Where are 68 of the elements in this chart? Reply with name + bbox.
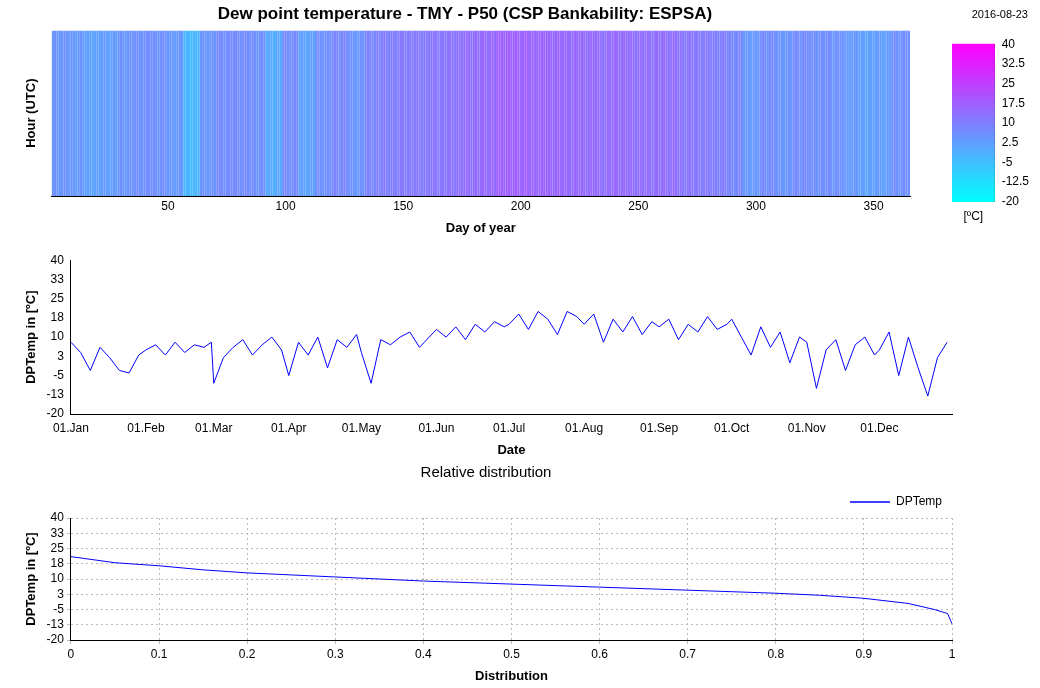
x-tick-label: 350 <box>863 198 884 213</box>
y-tick-label: -13 <box>46 387 65 402</box>
y-tick-label: 33 <box>50 271 65 286</box>
color-bar-label: -20 <box>1001 193 1020 208</box>
y-axis-title: Hour (UTC) <box>23 78 39 148</box>
y-tick-label: 18 <box>50 556 65 571</box>
color-bar-title: [ºC] <box>963 209 984 224</box>
x-tick-label: 0.7 <box>679 646 697 661</box>
y-axis-title: DPTemp in [ºC] <box>23 532 39 626</box>
color-bar-label: 10 <box>1001 115 1016 130</box>
chart-title: Relative distribution <box>420 463 552 481</box>
y-tick-label: 40 <box>50 252 65 267</box>
chart-title: Dew point temperature - TMY - P50 (CSP Bankability: ESPSA) <box>217 3 713 23</box>
y-tick-label: 3 <box>57 348 65 363</box>
x-tick-label: 0.1 <box>150 646 168 661</box>
x-tick-label: 0.8 <box>767 646 785 661</box>
y-tick-label: 25 <box>50 290 65 305</box>
x-tick-label: 150 <box>393 198 414 213</box>
x-tick-label: 01.May <box>341 420 382 435</box>
y-tick-label: 10 <box>50 571 65 586</box>
color-bar-label: 32.5 <box>1001 56 1026 71</box>
x-tick-label: 0.2 <box>238 646 256 661</box>
y-tick-label: 33 <box>50 525 65 540</box>
y-tick-label: 10 <box>50 329 65 344</box>
color-bar-label: 40 <box>1001 36 1016 51</box>
x-tick-label: 01.Aug <box>565 420 604 435</box>
x-tick-label: 0 <box>67 646 75 661</box>
y-tick-label: -5 <box>53 601 65 616</box>
y-tick-label: -20 <box>46 406 65 421</box>
x-tick-label: 01.Apr <box>271 420 307 435</box>
y-axis-title: DPTemp in [ºC] <box>23 290 39 384</box>
y-tick-label: -20 <box>46 632 65 647</box>
x-tick-label: 01.Jun <box>418 420 455 435</box>
color-bar-label: 25 <box>1001 75 1016 90</box>
x-tick-label: 300 <box>745 198 767 213</box>
y-tick-label: -13 <box>46 617 65 632</box>
x-tick-label: 01.Feb <box>127 420 165 435</box>
x-tick-label: 0.4 <box>415 646 433 661</box>
color-bar-label: -12.5 <box>1001 174 1030 189</box>
color-bar-label: 2.5 <box>1001 134 1019 149</box>
x-tick-label: 01.Dec <box>860 420 899 435</box>
y-tick-label: 40 <box>50 510 65 525</box>
x-tick-label: 0.6 <box>591 646 609 661</box>
x-axis-title: Day of year <box>445 219 516 235</box>
color-bar-label: -5 <box>1001 154 1013 169</box>
x-tick-label: 0.9 <box>855 646 873 661</box>
x-axis-title: Date <box>497 441 526 457</box>
x-tick-label: 1 <box>948 646 956 661</box>
x-tick-label: 01.Oct <box>714 420 751 435</box>
y-tick-label: 18 <box>50 310 65 325</box>
text: 2016-08-23 <box>971 8 1028 20</box>
y-tick-label: 3 <box>57 586 65 601</box>
x-tick-label: 250 <box>628 198 649 213</box>
x-tick-label: 01.Nov <box>787 420 826 435</box>
x-tick-label: 01.Sep <box>640 420 679 435</box>
x-tick-label: 0.3 <box>326 646 344 661</box>
x-tick-label: 50 <box>161 198 176 213</box>
x-tick-label: 01.Jan <box>52 420 89 435</box>
x-tick-label: 01.Mar <box>195 420 233 435</box>
legend-label: DPTemp <box>895 494 943 509</box>
color-bar-label: 17.5 <box>1001 95 1026 110</box>
y-tick-label: -5 <box>53 367 65 382</box>
x-axis-title: Distribution <box>475 667 548 683</box>
y-tick-label: 25 <box>50 540 65 555</box>
x-tick-label: 0.5 <box>503 646 521 661</box>
x-tick-label: 200 <box>510 198 532 213</box>
x-tick-label: 100 <box>275 198 296 213</box>
x-tick-label: 01.Jul <box>493 420 526 435</box>
